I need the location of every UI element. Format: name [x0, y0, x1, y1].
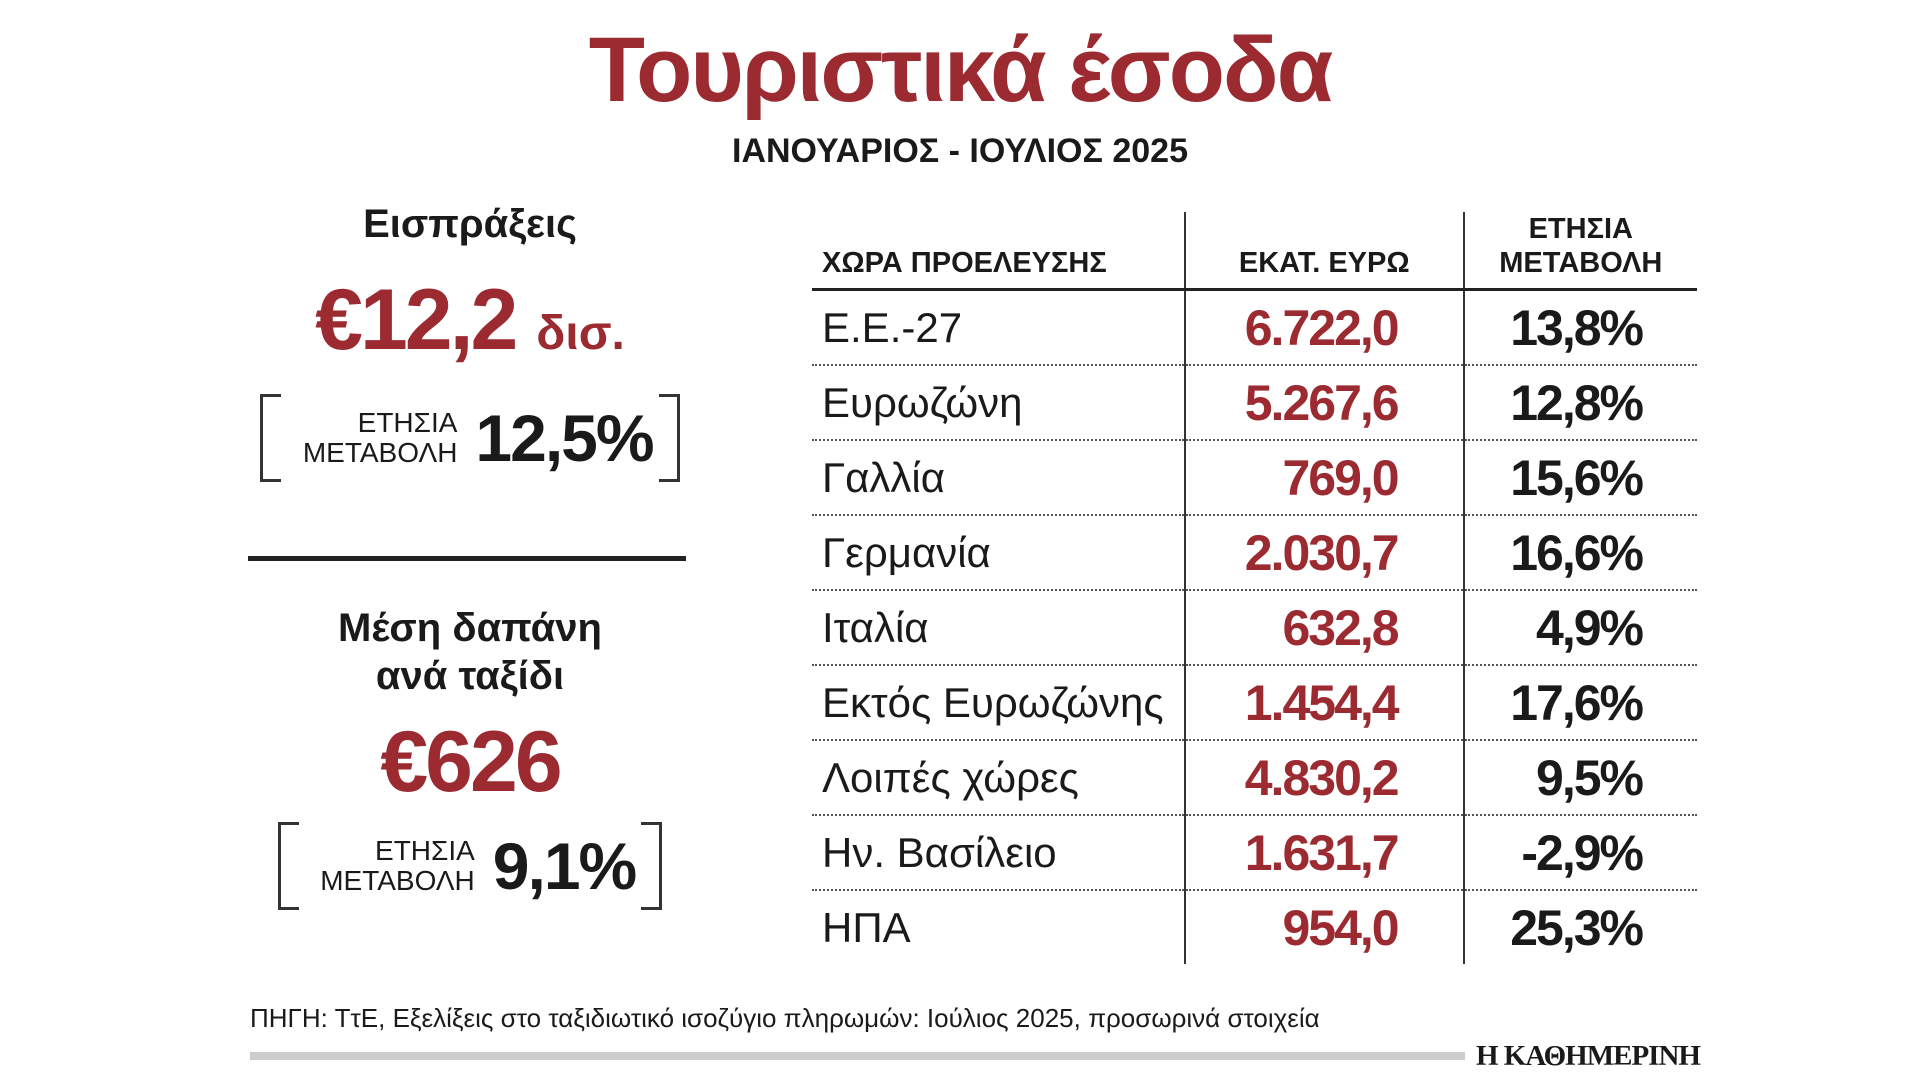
country-cell: Γαλλία	[812, 440, 1185, 516]
country-cell: Εκτός Ευρωζώνης	[812, 665, 1185, 741]
subtitle: ΙΑΝΟΥΑΡΙΟΣ - ΙΟΥΛΙΟΣ 2025	[732, 132, 1188, 170]
amount-cell: 4.830,2	[1183, 740, 1464, 816]
amount-cell: 2.030,7	[1183, 515, 1464, 591]
change-value: 12,5%	[475, 401, 654, 475]
table-row: Ιταλία 632,8 4,9%	[812, 590, 1697, 666]
table-row: Εκτός Ευρωζώνης 1.454,4 17,6%	[812, 665, 1697, 741]
amount-cell: 1.631,7	[1183, 815, 1464, 891]
table-row: Λοιπές χώρες 4.830,2 9,5%	[812, 740, 1697, 816]
change-cell: 15,6%	[1462, 440, 1697, 516]
summary-value-row: €626	[250, 712, 690, 812]
summary-value: €12,2	[315, 272, 518, 368]
country-cell: Λοιπές χώρες	[812, 740, 1185, 816]
country-cell: Ην. Βασίλειο	[812, 815, 1185, 891]
source-note: ΠΗΓΗ: ΤτΕ, Εξελίξεις στο ταξιδιωτικό ισο…	[250, 1003, 1320, 1033]
table-body: Ε.Ε.-27 6.722,0 13,8% Ευρωζώνη 5.267,6 12,8% Γ…	[812, 289, 1697, 964]
table-row: Γαλλία 769,0 15,6%	[812, 440, 1697, 516]
brand: Η ΚΑΘΗΜΕΡΙΝΗ	[1476, 1040, 1701, 1072]
change-cell: 25,3%	[1462, 890, 1697, 964]
footer-rule	[250, 1052, 1465, 1060]
column-header-text: ΕΤΗΣΙΑ ΜΕΤΑΒΟΛΗ	[1499, 213, 1663, 279]
bracket	[641, 822, 660, 910]
table-head: ΧΩΡΑ ΠΡΟΕΛΕΥΣΗΣ ΕΚΑΤ. ΕΥΡΩ ΕΤΗΣΙΑ ΜΕΤΑΒΟ…	[812, 212, 1697, 291]
change-box: ΕΤΗΣΙΑ ΜΕΤΑΒΟΛΗ 12,5%	[260, 394, 680, 482]
amount-cell: 954,0	[1183, 890, 1464, 964]
country-cell: ΗΠΑ	[822, 903, 911, 951]
summary-heading: Μέση δαπάνη ανά ταξίδι	[338, 606, 602, 698]
table-row: ΗΠΑ 954,0 25,3%	[812, 890, 1697, 964]
summary-value-row: €12,2 δισ.	[250, 270, 690, 384]
amount-cell: 632,8	[1183, 590, 1464, 666]
change-cell: 13,8%	[1462, 289, 1697, 366]
country-cell: Ε.Ε.-27	[812, 289, 1185, 366]
change-label: ΕΤΗΣΙΑ ΜΕΤΑΒΟΛΗ	[302, 407, 458, 468]
change-label: ΕΤΗΣΙΑ ΜΕΤΑΒΟΛΗ	[320, 835, 475, 896]
bracket	[280, 822, 299, 910]
column-header: ΧΩΡΑ ΠΡΟΕΛΕΥΣΗΣ	[812, 212, 1185, 291]
amount-cell: 6.722,0	[1183, 289, 1464, 366]
amount-cell: 1.454,4	[1183, 665, 1464, 741]
summary-block: Μέση δαπάνη ανά ταξίδι €626 ΕΤΗΣΙΑ ΜΕΤΑΒ…	[250, 604, 690, 910]
summary-value: €626	[380, 714, 562, 810]
country-cell: Γερμανία	[812, 515, 1185, 591]
title: Τουριστικά έσοδα	[588, 19, 1334, 121]
change-cell: 9,5%	[1462, 740, 1697, 816]
amount-cell: 5.267,6	[1183, 365, 1464, 441]
bracket	[263, 394, 282, 482]
header-row: ΧΩΡΑ ΠΡΟΕΛΕΥΣΗΣ ΕΚΑΤ. ΕΥΡΩ ΕΤΗΣΙΑ ΜΕΤΑΒΟ…	[812, 212, 1697, 291]
table-row: Ευρωζώνη 5.267,6 12,8%	[812, 365, 1697, 441]
column-header: ΕΤΗΣΙΑ ΜΕΤΑΒΟΛΗ	[1462, 212, 1697, 291]
country-cell: Ιταλία	[812, 590, 1185, 666]
country-cell: Ευρωζώνη	[812, 365, 1185, 441]
separator	[248, 556, 686, 561]
table-row: Ην. Βασίλειο 1.631,7 -2,9%	[812, 815, 1697, 891]
summary-heading: Εισπράξεις	[363, 202, 577, 246]
data-table: ΧΩΡΑ ΠΡΟΕΛΕΥΣΗΣ ΕΚΑΤ. ΕΥΡΩ ΕΤΗΣΙΑ ΜΕΤΑΒΟ…	[812, 212, 1697, 964]
table-row: Γερμανία 2.030,7 16,6%	[812, 515, 1697, 591]
change-cell: -2,9%	[1462, 815, 1697, 891]
column-header: ΕΚΑΤ. ΕΥΡΩ	[1183, 212, 1464, 291]
bracket	[658, 394, 677, 482]
table-row: Ε.Ε.-27 6.722,0 13,8%	[812, 289, 1697, 366]
change-value: 9,1%	[492, 829, 637, 903]
change-cell: 16,6%	[1462, 515, 1697, 591]
change-cell: 17,6%	[1462, 665, 1697, 741]
amount-cell: 769,0	[1183, 440, 1464, 516]
summary-unit: δισ.	[536, 307, 625, 360]
change-cell: 4,9%	[1462, 590, 1697, 666]
summary-block: Εισπράξεις €12,2 δισ. ΕΤΗΣΙΑ ΜΕΤΑΒΟΛΗ 12…	[250, 200, 690, 482]
change-box: ΕΤΗΣΙΑ ΜΕΤΑΒΟΛΗ 9,1%	[277, 822, 663, 910]
change-cell: 12,8%	[1462, 365, 1697, 441]
